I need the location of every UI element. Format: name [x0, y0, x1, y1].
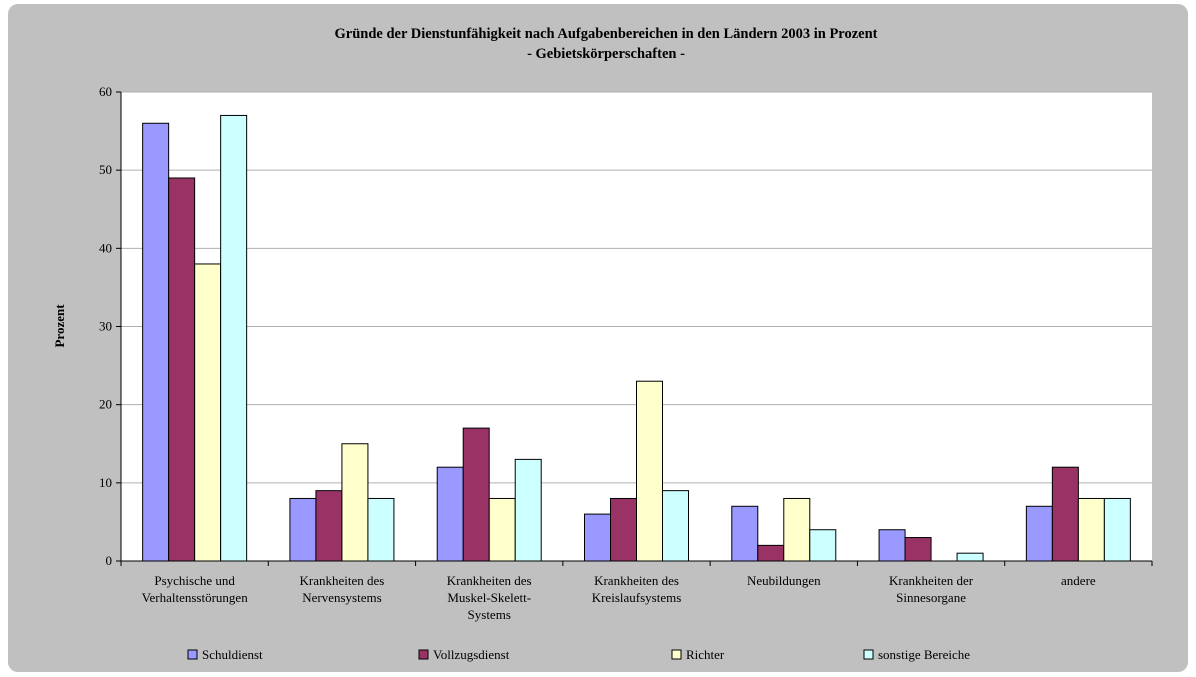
x-category-label: Psychische und Verhaltensstörungen [142, 573, 249, 605]
bar [194, 263, 222, 562]
x-category-label-line: Kreislaufsystems [592, 590, 682, 605]
bar [878, 529, 906, 562]
x-category-label: andere [1061, 573, 1096, 588]
chart-subtitle: - Gebietskörperschaften - [527, 46, 685, 62]
legend-label: sonstige Bereiche [878, 647, 970, 662]
x-category-label-line: Psychische und [154, 573, 235, 588]
legend-label: Schuldienst [202, 647, 263, 662]
x-category-label: Krankheiten des Muskel-Skelett- Systems [447, 573, 532, 622]
y-tick-label: 40 [99, 240, 112, 255]
x-category-label-line: andere [1061, 573, 1096, 588]
bar [662, 490, 689, 562]
legend-swatch [671, 649, 682, 660]
legend-swatch [418, 649, 429, 660]
bar [142, 122, 170, 562]
category-labels: Psychische und Verhaltensstörungen Krankhe… [142, 573, 1096, 622]
legend-swatch [863, 649, 874, 660]
legend: Schuldienst Vollzugsdienst Richter sonstige… [187, 647, 970, 662]
x-category-label-line: Krankheiten des [447, 573, 532, 588]
bar [1051, 466, 1079, 562]
bars [142, 114, 1131, 562]
axes: 0 10 20 30 40 50 60 [99, 84, 1153, 568]
y-tick-label: 30 [99, 319, 112, 334]
y-axis-label: Prozent [52, 304, 67, 348]
bar [636, 380, 663, 562]
bar [809, 529, 837, 562]
chart-frame: Gründe der Dienstunfähigkeit nach Aufgab… [8, 4, 1188, 672]
bar [757, 544, 785, 562]
chart: Gründe der Dienstunfähigkeit nach Aufgab… [52, 26, 1153, 662]
y-tick-label: 0 [106, 553, 113, 568]
chart-title: Gründe der Dienstunfähigkeit nach Aufgab… [334, 26, 877, 42]
bar [488, 497, 516, 562]
bar [315, 490, 343, 562]
x-category-label-line: Nervensystems [302, 590, 381, 605]
x-category-label: Neubildungen [747, 573, 821, 588]
legend-label: Vollzugsdienst [433, 647, 510, 662]
bar [584, 513, 611, 562]
bar [462, 427, 490, 562]
x-category-label-line: Sinnesorgane [896, 590, 966, 605]
bar [220, 114, 248, 562]
bar [367, 497, 395, 562]
x-category-label-line: Krankheiten des [300, 573, 385, 588]
bar [783, 497, 811, 562]
bar [904, 537, 932, 562]
bar [289, 497, 317, 562]
y-tick-label: 20 [99, 397, 112, 412]
bar [731, 505, 759, 562]
x-category-label: Krankheiten des Kreislaufsystems [592, 573, 682, 605]
x-category-label-line: Krankheiten der [889, 573, 974, 588]
legend-label: Richter [686, 647, 725, 662]
bar [168, 177, 196, 562]
x-category-label-line: Muskel-Skelett- [447, 590, 531, 605]
x-category-label-line: Systems [468, 607, 511, 622]
bar [341, 443, 369, 562]
bar [1103, 497, 1131, 562]
bar [956, 552, 984, 562]
bar [610, 497, 637, 562]
legend-swatch [187, 649, 198, 660]
x-category-label: Krankheiten der Sinnesorgane [889, 573, 974, 605]
bar [436, 466, 464, 562]
y-tick-label: 10 [99, 475, 112, 490]
y-tick-label: 60 [99, 84, 112, 99]
bar [514, 458, 542, 562]
y-tick-label: 50 [99, 162, 112, 177]
bar [1077, 497, 1105, 562]
x-category-label: Krankheiten des Nervensystems [300, 573, 385, 605]
x-category-label-line: Krankheiten des [594, 573, 679, 588]
x-category-label-line: Neubildungen [747, 573, 821, 588]
bar [1025, 505, 1053, 562]
x-category-label-line: Verhaltensstörungen [142, 590, 249, 605]
